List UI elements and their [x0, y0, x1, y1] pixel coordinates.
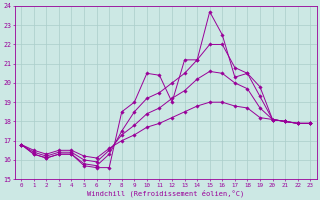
X-axis label: Windchill (Refroidissement éolien,°C): Windchill (Refroidissement éolien,°C) [87, 189, 244, 197]
